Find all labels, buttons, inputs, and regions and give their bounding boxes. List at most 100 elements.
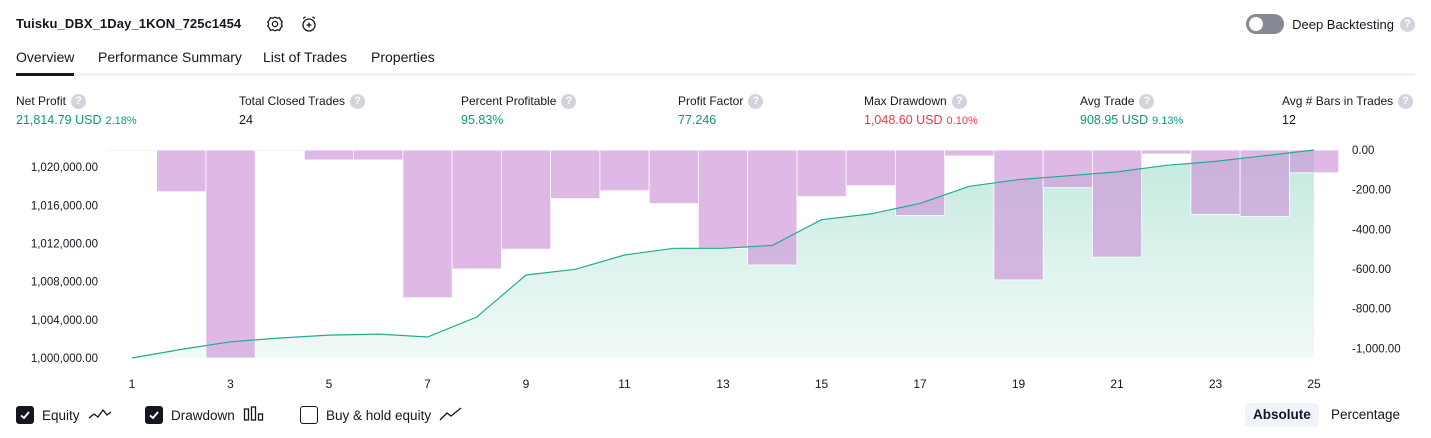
drawdown-bar bbox=[895, 149, 946, 216]
drawdown-bar bbox=[747, 149, 798, 266]
tab-properties[interactable]: Properties bbox=[371, 49, 435, 65]
tab-list-of-trades[interactable]: List of Trades bbox=[263, 49, 348, 65]
x-axis-tick: 19 bbox=[1012, 377, 1026, 391]
left-axis-tick: 1,008,000.00 bbox=[31, 277, 98, 289]
report-tabs: Overview Performance Summary List of Tra… bbox=[16, 48, 1415, 76]
percentage-mode-button[interactable]: Percentage bbox=[1331, 407, 1401, 422]
info-icon[interactable]: ? bbox=[1398, 93, 1414, 109]
equity-checkbox[interactable]: Equity bbox=[16, 404, 112, 426]
gear-icon[interactable] bbox=[264, 13, 286, 35]
left-axis-tick: 1,020,000.00 bbox=[31, 162, 98, 174]
drawdown-bar bbox=[1042, 149, 1093, 189]
info-icon[interactable]: ? bbox=[561, 93, 577, 109]
left-axis-tick: 1,000,000.00 bbox=[31, 353, 98, 365]
left-axis-tick: 1,004,000.00 bbox=[31, 315, 98, 327]
x-axis-tick: 17 bbox=[913, 377, 927, 391]
metric-net-profit: Net Profit? 21,814.79 USD 2.18% bbox=[16, 93, 137, 127]
chart-options: Equity Drawdown Buy & hold equity Absolu… bbox=[16, 403, 1415, 427]
metric-value: 908.95 USD bbox=[1080, 113, 1149, 127]
equity-line bbox=[131, 149, 1315, 359]
tab-overview[interactable]: Overview bbox=[16, 48, 75, 76]
metric-label: Total Closed Trades bbox=[239, 94, 346, 108]
drawdown-bars-icon bbox=[243, 405, 265, 425]
metric-value: 21,814.79 USD bbox=[16, 113, 102, 127]
drawdown-bar bbox=[599, 149, 650, 192]
checkbox-label: Buy & hold equity bbox=[326, 407, 432, 423]
drawdown-bar bbox=[156, 149, 207, 193]
x-axis-tick: 25 bbox=[1307, 377, 1321, 391]
metrics-row: Net Profit? 21,814.79 USD 2.18% Total Clo… bbox=[0, 93, 1431, 133]
x-axis-tick: 1 bbox=[129, 377, 136, 391]
drawdown-bar bbox=[353, 149, 404, 161]
drawdown-bar bbox=[550, 149, 601, 199]
left-axis-tick: 1,016,000.00 bbox=[31, 200, 98, 212]
metric-label: Avg # Bars in Trades bbox=[1282, 94, 1394, 108]
metric-label: Max Drawdown bbox=[864, 94, 947, 108]
absolute-mode-button[interactable]: Absolute bbox=[1245, 403, 1319, 427]
info-icon[interactable]: ? bbox=[951, 93, 967, 109]
metric-label: Net Profit bbox=[16, 94, 67, 108]
metric-avg-bars-in-trades: Avg # Bars in Trades? 12 bbox=[1282, 93, 1414, 127]
checkbox-label: Drawdown bbox=[171, 407, 235, 423]
tab-performance-summary[interactable]: Performance Summary bbox=[98, 49, 242, 65]
info-icon[interactable]: ? bbox=[71, 93, 87, 109]
drawdown-checkbox[interactable]: Drawdown bbox=[145, 404, 265, 426]
deep-backtesting-toggle[interactable] bbox=[1246, 14, 1285, 34]
drawdown-bar bbox=[205, 149, 256, 359]
alarm-clock-plus-icon[interactable] bbox=[298, 13, 320, 35]
metric-percent-profitable: Percent Profitable? 95.83% bbox=[461, 93, 577, 127]
left-axis-tick: 1,012,000.00 bbox=[31, 239, 98, 251]
deep-backtesting-label: Deep Backtesting bbox=[1292, 16, 1394, 32]
buy-hold-line-icon bbox=[439, 406, 463, 425]
drawdown-bar bbox=[845, 149, 896, 187]
metric-value: 77.246 bbox=[678, 113, 717, 127]
x-axis-tick: 9 bbox=[523, 377, 530, 391]
strategy-name: Tuisku_DBX_1Day_1KON_725c1454 bbox=[16, 16, 242, 31]
x-axis-tick: 5 bbox=[326, 377, 333, 391]
metric-avg-trade: Avg Trade? 908.95 USD 9.13% bbox=[1080, 93, 1183, 127]
right-axis-tick: -600.00 bbox=[1352, 264, 1391, 276]
drawdown-bar bbox=[796, 149, 847, 197]
drawdown-bar bbox=[944, 149, 995, 157]
equity-line-icon bbox=[88, 406, 112, 425]
right-axis-tick: -800.00 bbox=[1352, 304, 1391, 316]
equity-drawdown-chart[interactable]: 1,000,000.00 1,004,000.00 1,008,000.00 1,01… bbox=[0, 142, 1431, 392]
right-axis-tick: -1,000.00 bbox=[1352, 343, 1401, 355]
x-axis-tick: 3 bbox=[227, 377, 234, 391]
drawdown-bar bbox=[500, 149, 552, 250]
drawdown-bar bbox=[648, 149, 699, 204]
metric-profit-factor: Profit Factor? 77.246 bbox=[678, 93, 764, 127]
drawdown-bar bbox=[402, 149, 453, 299]
drawdown-bar bbox=[254, 149, 305, 152]
right-axis-tick: 0.00 bbox=[1352, 145, 1374, 157]
drawdown-bar bbox=[1239, 149, 1290, 217]
metric-label: Percent Profitable bbox=[461, 94, 557, 108]
metric-value: 12 bbox=[1282, 113, 1296, 127]
info-icon[interactable]: ? bbox=[1139, 93, 1155, 109]
x-axis-tick: 15 bbox=[815, 377, 829, 391]
checkbox-box[interactable] bbox=[145, 406, 163, 424]
info-icon[interactable]: ? bbox=[350, 93, 366, 109]
right-axis-tick: -200.00 bbox=[1352, 185, 1391, 197]
metric-max-drawdown: Max Drawdown? 1,048.60 USD 0.10% bbox=[864, 93, 978, 127]
metric-percent: 0.10% bbox=[946, 115, 978, 127]
info-icon[interactable]: ? bbox=[748, 93, 764, 109]
metric-percent: 2.18% bbox=[105, 115, 137, 127]
checkbox-label: Equity bbox=[42, 407, 80, 423]
checkbox-box[interactable] bbox=[300, 406, 318, 424]
checkbox-box[interactable] bbox=[16, 406, 34, 424]
chart-svg: 1,000,000.00 1,004,000.00 1,008,000.00 1,01… bbox=[31, 145, 1401, 391]
help-icon[interactable]: ? bbox=[1400, 16, 1415, 32]
metric-value: 95.83% bbox=[461, 113, 504, 127]
buy-hold-checkbox[interactable]: Buy & hold equity bbox=[300, 404, 463, 426]
x-axis-tick: 11 bbox=[618, 377, 631, 391]
metric-value: 1,048.60 USD bbox=[864, 113, 943, 127]
deep-backtesting-control: Deep Backtesting ? bbox=[1246, 12, 1415, 36]
metric-percent: 9.13% bbox=[1152, 115, 1184, 127]
right-axis-tick: -400.00 bbox=[1352, 224, 1391, 236]
drawdown-bar bbox=[1092, 149, 1143, 258]
metric-total-closed-trades: Total Closed Trades? 24 bbox=[239, 93, 366, 127]
drawdown-bar bbox=[1190, 149, 1241, 215]
x-axis-tick: 23 bbox=[1209, 377, 1223, 391]
drawdown-bar bbox=[993, 149, 1044, 281]
